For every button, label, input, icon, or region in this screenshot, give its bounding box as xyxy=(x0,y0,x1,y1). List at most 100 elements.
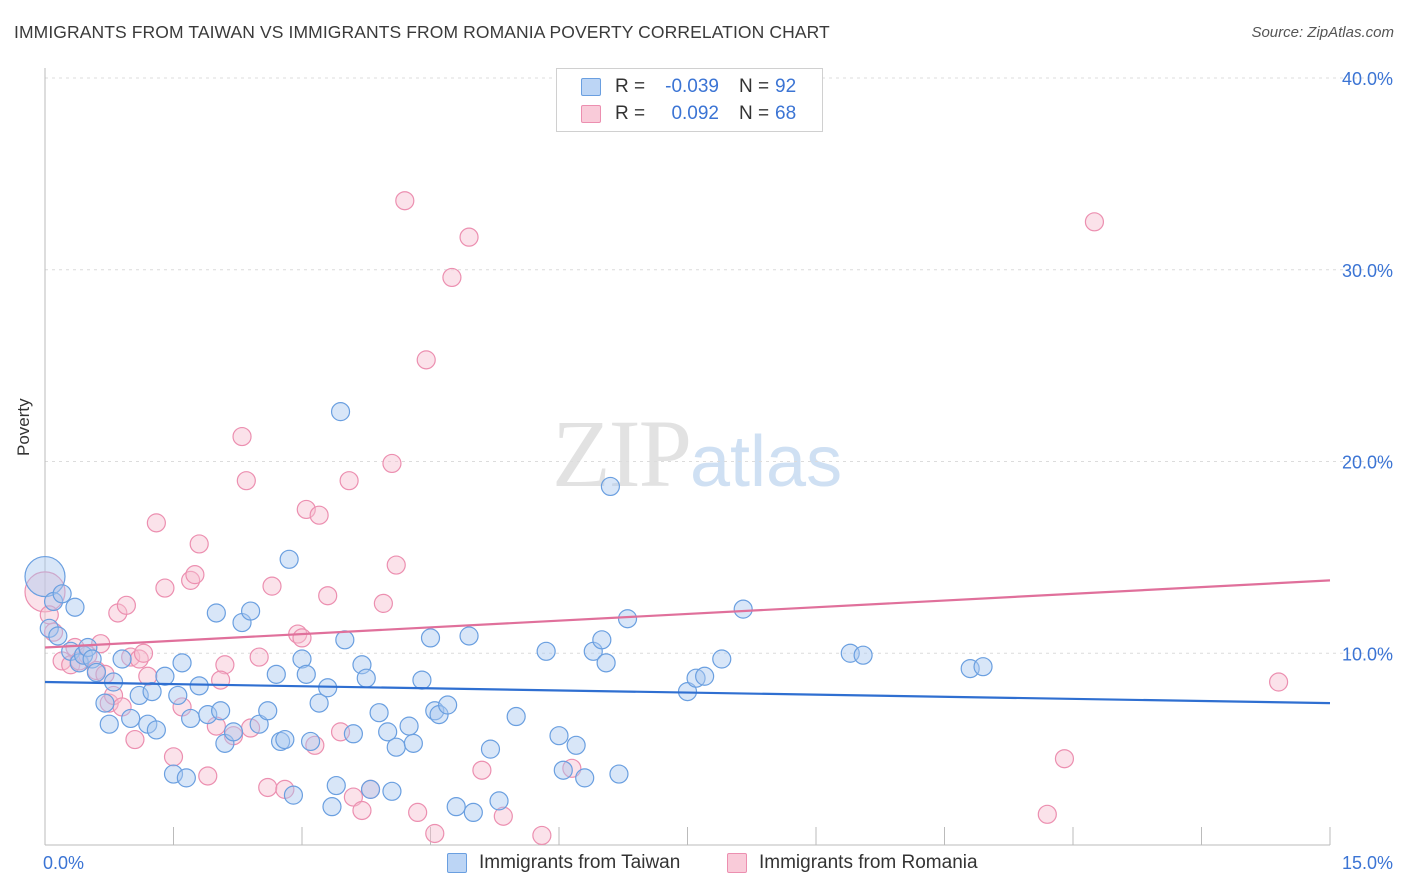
legend-swatch-romania xyxy=(581,105,601,123)
point-romania xyxy=(1037,804,1057,824)
point-taiwan xyxy=(189,676,209,696)
point-romania xyxy=(215,655,235,675)
point-romania xyxy=(386,555,406,575)
point-romania xyxy=(262,576,282,596)
point-taiwan xyxy=(198,705,218,725)
legend-n-value: 92 xyxy=(775,76,797,97)
point-taiwan xyxy=(283,785,304,805)
point-taiwan xyxy=(309,693,329,713)
y-tick-label: 20.0% xyxy=(1342,453,1393,473)
point-taiwan xyxy=(95,693,115,713)
point-taiwan xyxy=(853,645,873,665)
legend-n-value: 68 xyxy=(775,103,797,124)
point-taiwan xyxy=(420,628,441,648)
point-taiwan xyxy=(322,797,342,817)
point-taiwan xyxy=(168,685,188,706)
point-taiwan xyxy=(617,609,638,629)
point-romania xyxy=(189,534,209,554)
bottom-legend-swatch-romania xyxy=(727,853,747,873)
point-taiwan xyxy=(292,649,312,669)
bottom-legend-romania: Immigrants from Romania xyxy=(727,852,978,874)
point-taiwan xyxy=(65,597,85,617)
point-romania xyxy=(442,267,462,288)
bottom-legend-taiwan: Immigrants from Taiwan xyxy=(447,852,680,874)
point-taiwan xyxy=(378,722,398,742)
point-taiwan xyxy=(279,549,299,569)
point-taiwan xyxy=(112,649,132,669)
point-taiwan xyxy=(733,599,753,619)
point-taiwan xyxy=(600,476,621,497)
legend-row-taiwan: R = -0.039 N = 92 xyxy=(581,76,796,98)
point-taiwan xyxy=(463,802,483,823)
point-taiwan xyxy=(575,768,595,788)
point-taiwan xyxy=(973,657,993,677)
point-taiwan xyxy=(399,716,419,736)
legend-r-label: R = xyxy=(615,76,646,97)
point-romania xyxy=(185,565,205,585)
point-romania xyxy=(1054,749,1075,769)
point-taiwan xyxy=(24,555,66,598)
point-romania xyxy=(395,191,415,211)
point-taiwan xyxy=(489,791,509,811)
point-romania xyxy=(24,571,66,613)
point-taiwan xyxy=(48,626,68,646)
legend-n-label: N = xyxy=(739,103,770,124)
tick-labels: 10.0% 20.0% 30.0% 40.0% 0.0% 15.0% xyxy=(43,69,1393,873)
trend-line-taiwan xyxy=(44,680,1331,705)
point-taiwan xyxy=(695,666,715,686)
point-taiwan xyxy=(596,653,616,673)
bottom-legend-label-romania: Immigrants from Romania xyxy=(759,852,978,873)
point-taiwan xyxy=(181,708,201,729)
point-romania xyxy=(146,513,166,533)
y-tick-label: 10.0% xyxy=(1342,644,1393,664)
point-taiwan xyxy=(403,733,423,753)
x-tick-label: 15.0% xyxy=(1342,853,1393,873)
point-taiwan xyxy=(155,666,175,686)
point-taiwan xyxy=(609,764,629,784)
legend-row-romania: R = 0.092 N = 68 xyxy=(581,103,796,125)
point-taiwan xyxy=(172,653,192,673)
legend-r-value: -0.039 xyxy=(665,76,719,97)
point-taiwan xyxy=(335,630,355,650)
point-taiwan xyxy=(712,649,732,669)
point-taiwan xyxy=(446,797,466,817)
point-romania xyxy=(339,471,359,491)
point-taiwan xyxy=(438,695,458,715)
y-tick-label: 30.0% xyxy=(1342,261,1393,281)
point-taiwan xyxy=(300,731,321,752)
trend-lines xyxy=(44,579,1331,705)
point-romania xyxy=(318,586,338,606)
x-tick-label: 0.0% xyxy=(43,853,84,873)
point-taiwan xyxy=(506,706,526,727)
point-romania xyxy=(125,729,145,750)
chart-title: IMMIGRANTS FROM TAIWAN VS IMMIGRANTS FRO… xyxy=(14,22,830,42)
point-taiwan xyxy=(121,708,141,729)
point-romania xyxy=(472,760,492,780)
point-romania xyxy=(493,806,513,826)
point-romania xyxy=(373,593,393,613)
point-taiwan xyxy=(223,722,244,742)
point-romania xyxy=(163,747,184,767)
point-romania xyxy=(425,823,445,844)
point-taiwan xyxy=(211,701,231,721)
point-taiwan xyxy=(206,603,226,623)
point-taiwan xyxy=(343,724,363,744)
point-romania xyxy=(198,766,218,786)
point-taiwan xyxy=(382,781,402,801)
point-taiwan xyxy=(566,735,586,755)
point-taiwan xyxy=(275,729,295,750)
point-taiwan xyxy=(536,641,556,661)
point-taiwan xyxy=(78,637,98,658)
point-romania xyxy=(1084,212,1105,232)
point-taiwan xyxy=(296,664,316,684)
point-romania xyxy=(236,471,256,491)
point-romania xyxy=(1268,672,1289,692)
bottom-legend-swatch-taiwan xyxy=(447,853,467,873)
point-taiwan xyxy=(480,739,501,759)
legend-swatch-taiwan xyxy=(581,78,601,96)
point-taiwan xyxy=(326,775,346,796)
point-romania xyxy=(343,787,363,807)
point-taiwan xyxy=(356,668,376,688)
point-taiwan xyxy=(146,720,166,740)
